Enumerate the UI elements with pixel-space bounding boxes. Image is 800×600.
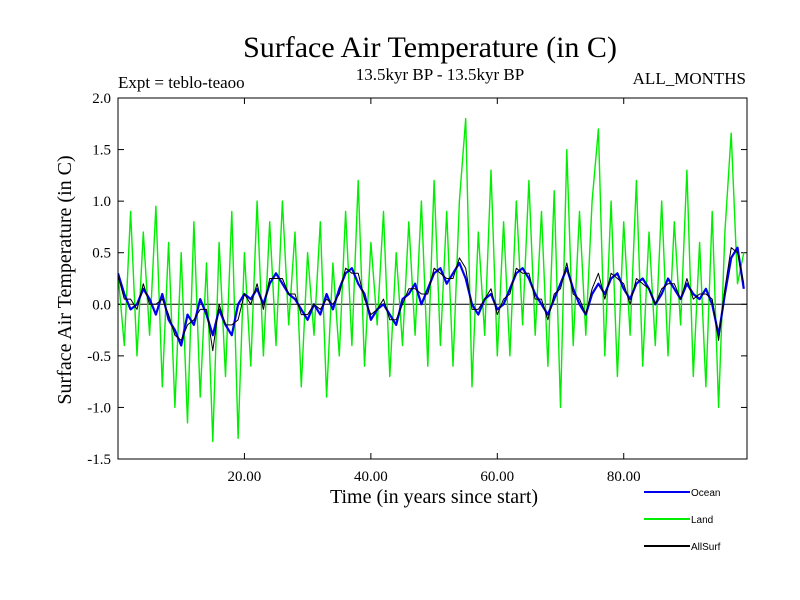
y-tick-label: -1.5 [87, 452, 111, 468]
y-tick-label: 2.0 [92, 91, 111, 107]
y-tick-label: 1.0 [92, 194, 111, 210]
series-line-land [118, 117, 745, 443]
x-tick-label: 40.00 [354, 469, 388, 485]
series-layer [118, 117, 747, 443]
x-tick-label: 20.00 [228, 469, 262, 485]
y-tick-label: -1.0 [87, 400, 111, 416]
legend-label-land: Land [691, 515, 713, 526]
y-tick-label: 1.5 [92, 143, 111, 159]
y-tick-label: 0.5 [92, 246, 111, 262]
axis-ticks: -1.5 -1.0 -0.5 0.0 0.5 1.0 1.5 2.0 20.00 40.00 60.… [87, 91, 747, 485]
legend-label-allsurf: AllSurf [691, 542, 721, 553]
x-tick-label: 80.00 [607, 469, 641, 485]
y-tick-label: 0.0 [92, 297, 111, 313]
x-axis-label: Time (in years since start) [330, 486, 538, 508]
chart-title: Surface Air Temperature (in C) [243, 31, 617, 64]
chart-subtitle-experiment: Expt = teblo-teaoo [118, 73, 245, 92]
series-line-allsurf [118, 247, 745, 352]
plot-frame [117, 97, 748, 460]
chart-subtitle-months: ALL_MONTHS [633, 69, 746, 88]
y-axis-label: Surface Air Temperature (in C) [54, 155, 76, 404]
legend-label-ocean: Ocean [691, 488, 720, 499]
chart-subtitle-period: 13.5kyr BP - 13.5kyr BP [356, 65, 524, 84]
y-tick-label: -0.5 [87, 349, 111, 365]
x-tick-label: 60.00 [480, 469, 514, 485]
legend: Ocean Land AllSurf [644, 488, 721, 553]
